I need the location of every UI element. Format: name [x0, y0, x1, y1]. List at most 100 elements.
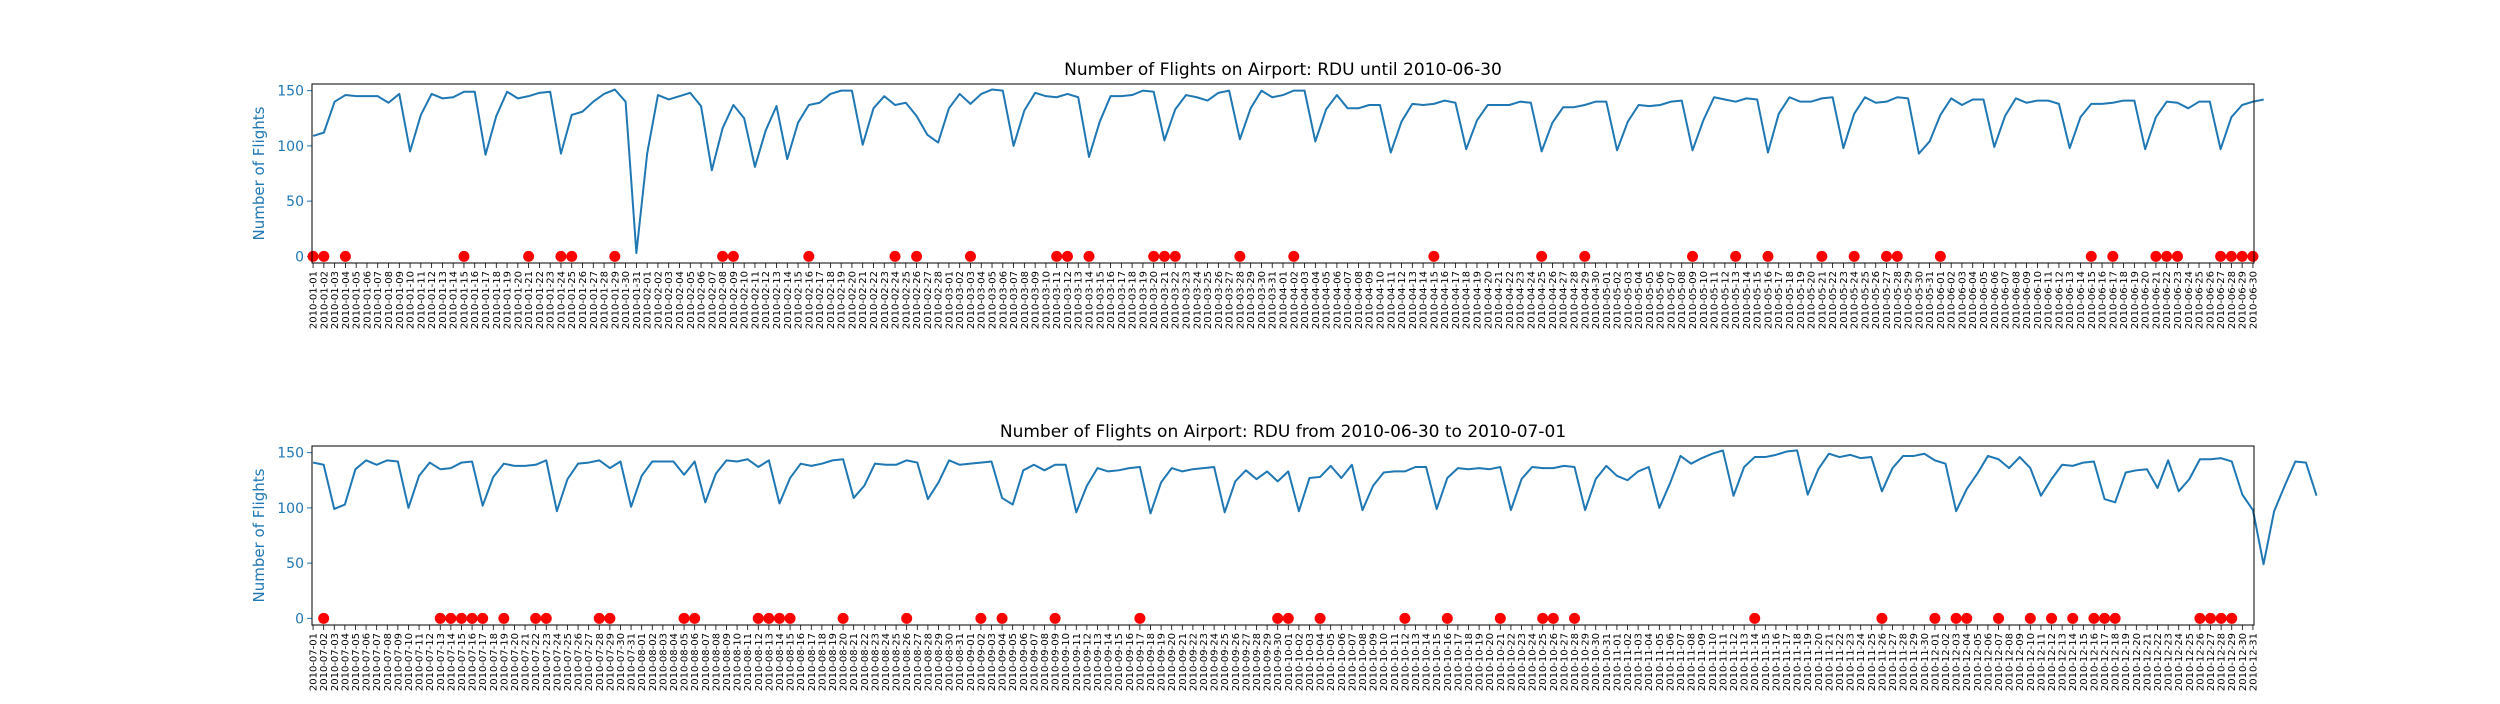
x-tick-label: 2010-01-30: [621, 271, 632, 329]
x-tick-label: 2010-07-16: [468, 633, 479, 691]
x-tick-label: 2010-04-28: [1569, 271, 1580, 329]
y-tick-label: 150: [277, 446, 304, 462]
x-tick-label: 2010-07-02: [319, 633, 330, 691]
x-tick-label: 2010-04-22: [1505, 271, 1516, 329]
anomaly-marker: [1762, 250, 1774, 262]
x-tick-label: 2010-09-25: [1220, 633, 1231, 691]
x-tick-label: 2010-12-18: [2111, 633, 2122, 691]
x-tick-label: 2010-01-18: [492, 271, 503, 329]
x-tick-label: 2010-03-06: [998, 271, 1009, 329]
x-tick-label: 2010-09-22: [1188, 633, 1199, 691]
x-tick-label: 2010-06-18: [2119, 271, 2130, 329]
anomaly-marker: [773, 612, 785, 624]
anomaly-marker: [1816, 250, 1828, 262]
x-tick-label: 2010-08-19: [828, 633, 839, 691]
x-tick-label: 2010-04-07: [1343, 271, 1354, 329]
x-tick-label: 2010-07-03: [330, 633, 341, 691]
x-tick-label: 2010-12-24: [2174, 633, 2185, 691]
y-axis-label: Number of Flights: [250, 468, 268, 602]
x-tick-label: 2010-02-08: [718, 271, 729, 329]
x-tick-label: 2010-08-05: [680, 633, 691, 691]
x-tick-label: 2010-03-27: [1225, 271, 1236, 329]
x-tick-label: 2010-07-07: [372, 633, 383, 691]
x-tick-label: 2010-08-30: [945, 633, 956, 691]
y-tick-label: 100: [277, 139, 304, 155]
x-tick-label: 2010-08-14: [775, 633, 786, 691]
x-tick-label: 2010-08-29: [934, 633, 945, 691]
x-tick-label: 2010-08-24: [881, 633, 892, 691]
anomaly-marker: [837, 612, 849, 624]
x-tick-label: 2010-05-21: [1817, 271, 1828, 329]
x-tick-label: 2010-03-19: [1138, 271, 1149, 329]
x-tick-label: 2010-11-05: [1655, 633, 1666, 691]
x-tick-label: 2010-01-17: [481, 271, 492, 329]
anomaly-marker: [2085, 250, 2097, 262]
anomaly-marker: [523, 250, 535, 262]
x-tick-label: 2010-01-25: [567, 271, 578, 329]
x-tick-label: 2010-01-23: [546, 271, 557, 329]
x-tick-label: 2010-10-27: [1559, 633, 1570, 691]
x-tick-label: 2010-06-29: [2238, 271, 2249, 329]
anomaly-marker: [752, 612, 764, 624]
x-tick-label: 2010-10-05: [1326, 633, 1337, 691]
x-tick-label: 2010-01-26: [578, 271, 589, 329]
x-tick-label: 2010-02-27: [923, 271, 934, 329]
x-tick-label: 2010-03-11: [1052, 271, 1063, 329]
x-tick-label: 2010-07-20: [510, 633, 521, 691]
x-tick-label: 2010-01-24: [556, 271, 567, 329]
x-tick-label: 2010-10-06: [1337, 633, 1348, 691]
x-tick-label: 2010-12-08: [2005, 633, 2016, 691]
x-tick-label: 2010-06-15: [2087, 271, 2098, 329]
x-tick-label: 2010-10-12: [1400, 633, 1411, 691]
x-tick-label: 2010-03-22: [1171, 271, 1182, 329]
anomaly-marker: [2171, 250, 2183, 262]
anomaly-marker: [911, 250, 923, 262]
anomaly-marker: [2161, 250, 2173, 262]
x-tick-label: 2010-12-25: [2185, 633, 2196, 691]
anomaly-marker: [1848, 250, 1860, 262]
x-tick-label: 2010-12-05: [1973, 633, 1984, 691]
x-tick-label: 2010-10-20: [1485, 633, 1496, 691]
anomaly-marker: [1428, 250, 1440, 262]
x-tick-label: 2010-06-11: [2044, 271, 2055, 329]
x-tick-label: 2010-05-01: [1602, 271, 1613, 329]
x-tick-label: 2010-04-26: [1548, 271, 1559, 329]
x-tick-label: 2010-02-19: [837, 271, 848, 329]
x-tick-label: 2010-01-20: [513, 271, 524, 329]
x-tick-label: 2010-04-17: [1451, 271, 1462, 329]
x-tick-label: 2010-05-14: [1742, 271, 1753, 329]
anomaly-marker: [2150, 250, 2162, 262]
anomaly-marker: [530, 612, 542, 624]
x-tick-label: 2010-12-23: [2164, 633, 2175, 691]
x-tick-label: 2010-10-13: [1411, 633, 1422, 691]
x-tick-label: 2010-11-08: [1687, 633, 1698, 691]
x-tick-label: 2010-08-28: [923, 633, 934, 691]
x-tick-label: 2010-11-21: [1824, 633, 1835, 691]
x-tick-label: 2010-06-06: [1990, 271, 2001, 329]
x-tick-label: 2010-03-30: [1257, 271, 1268, 329]
x-tick-label: 2010-12-30: [2238, 633, 2249, 691]
x-tick-label: 2010-03-21: [1160, 271, 1171, 329]
anomaly-marker: [609, 250, 621, 262]
x-tick-label: 2010-07-14: [446, 633, 457, 691]
x-tick-label: 2010-02-09: [729, 271, 740, 329]
x-tick-label: 2010-05-09: [1688, 271, 1699, 329]
x-tick-label: 2010-01-04: [341, 271, 352, 329]
x-tick-label: 2010-11-29: [1909, 633, 1920, 691]
x-tick-label: 2010-09-04: [998, 633, 1009, 691]
anomaly-marker: [2024, 612, 2036, 624]
x-tick-label: 2010-10-01: [1284, 633, 1295, 691]
x-tick-label: 2010-07-28: [595, 633, 606, 691]
anomaly-marker: [1537, 612, 1549, 624]
x-tick-label: 2010-04-30: [1591, 271, 1602, 329]
x-tick-label: 2010-12-14: [2068, 633, 2079, 691]
anomaly-marker: [1934, 250, 1946, 262]
x-tick-label: 2010-07-01: [309, 633, 320, 691]
x-tick-label: 2010-07-29: [605, 633, 616, 691]
anomaly-marker: [2247, 250, 2259, 262]
x-tick-label: 2010-09-14: [1104, 633, 1115, 691]
x-tick-label: 2010-05-16: [1763, 271, 1774, 329]
x-tick-label: 2010-12-13: [2058, 633, 2069, 691]
anomaly-marker: [540, 612, 552, 624]
x-tick-label: 2010-01-03: [330, 271, 341, 329]
